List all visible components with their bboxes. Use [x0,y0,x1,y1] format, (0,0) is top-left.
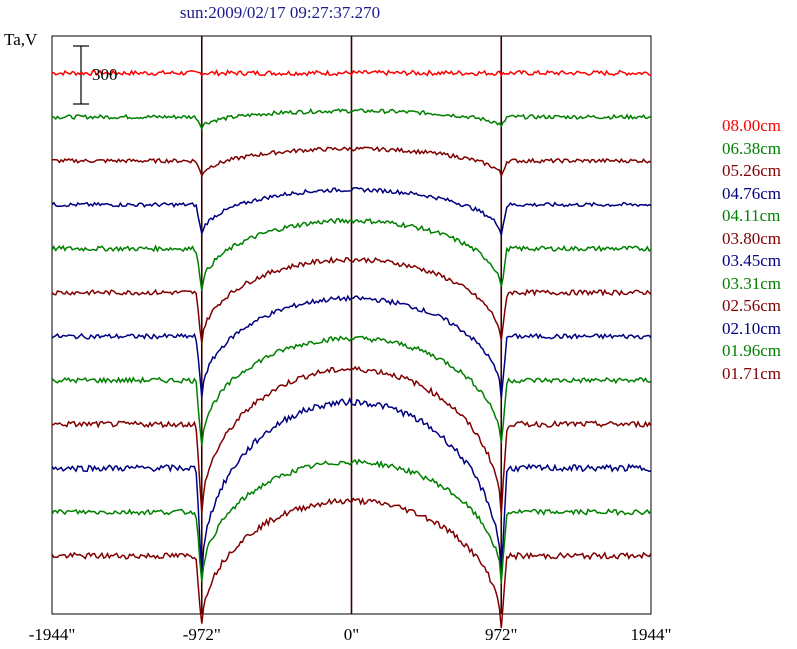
legend-item: 03.31cm [722,273,782,293]
legend-item: 06.38cm [722,138,782,158]
legend-item: 02.56cm [722,296,782,315]
series-line-01.96cm [51,458,652,584]
series-line-03.80cm [51,255,652,344]
legend-item: 03.45cm [722,251,782,270]
x-tick-label: -1944" [28,625,76,644]
series-line-06.38cm [51,107,652,131]
chart-title: sun:2009/02/17 09:27:37.270 [179,3,381,22]
series-line-02.56cm [51,365,652,515]
legend-item: 02.10cm [722,318,782,338]
series-line-05.26cm [51,146,652,179]
series-line-01.71cm [51,497,652,629]
y-axis-label: Ta,V [4,30,38,49]
legend-item: 01.71cm [722,363,782,383]
series-line-03.45cm [51,294,652,399]
x-tick-label: 1944" [630,625,672,644]
legend-item: 04.11cm [722,206,781,225]
series-line-04.11cm [51,217,652,291]
legend-item: 05.26cm [722,161,782,180]
series-line-08.00cm [51,69,652,77]
x-tick-label: -972" [182,625,221,644]
series-line-02.10cm [51,397,651,576]
series-line-03.31cm [51,335,652,446]
x-tick-label: 972" [485,625,518,644]
legend-item: 03.80cm [722,228,782,248]
legend-item: 04.76cm [722,183,782,203]
x-tick-label: 0" [343,625,360,644]
scale-bar-label: 300 [92,65,118,84]
legend-item: 01.96cm [722,341,782,360]
legend: 08.00cm 06.38cm 05.26cm 04.76cm 04.11cm 03.80… [722,115,781,385]
legend-item: 08.00cm [722,116,782,135]
series-line-04.76cm [51,187,652,237]
